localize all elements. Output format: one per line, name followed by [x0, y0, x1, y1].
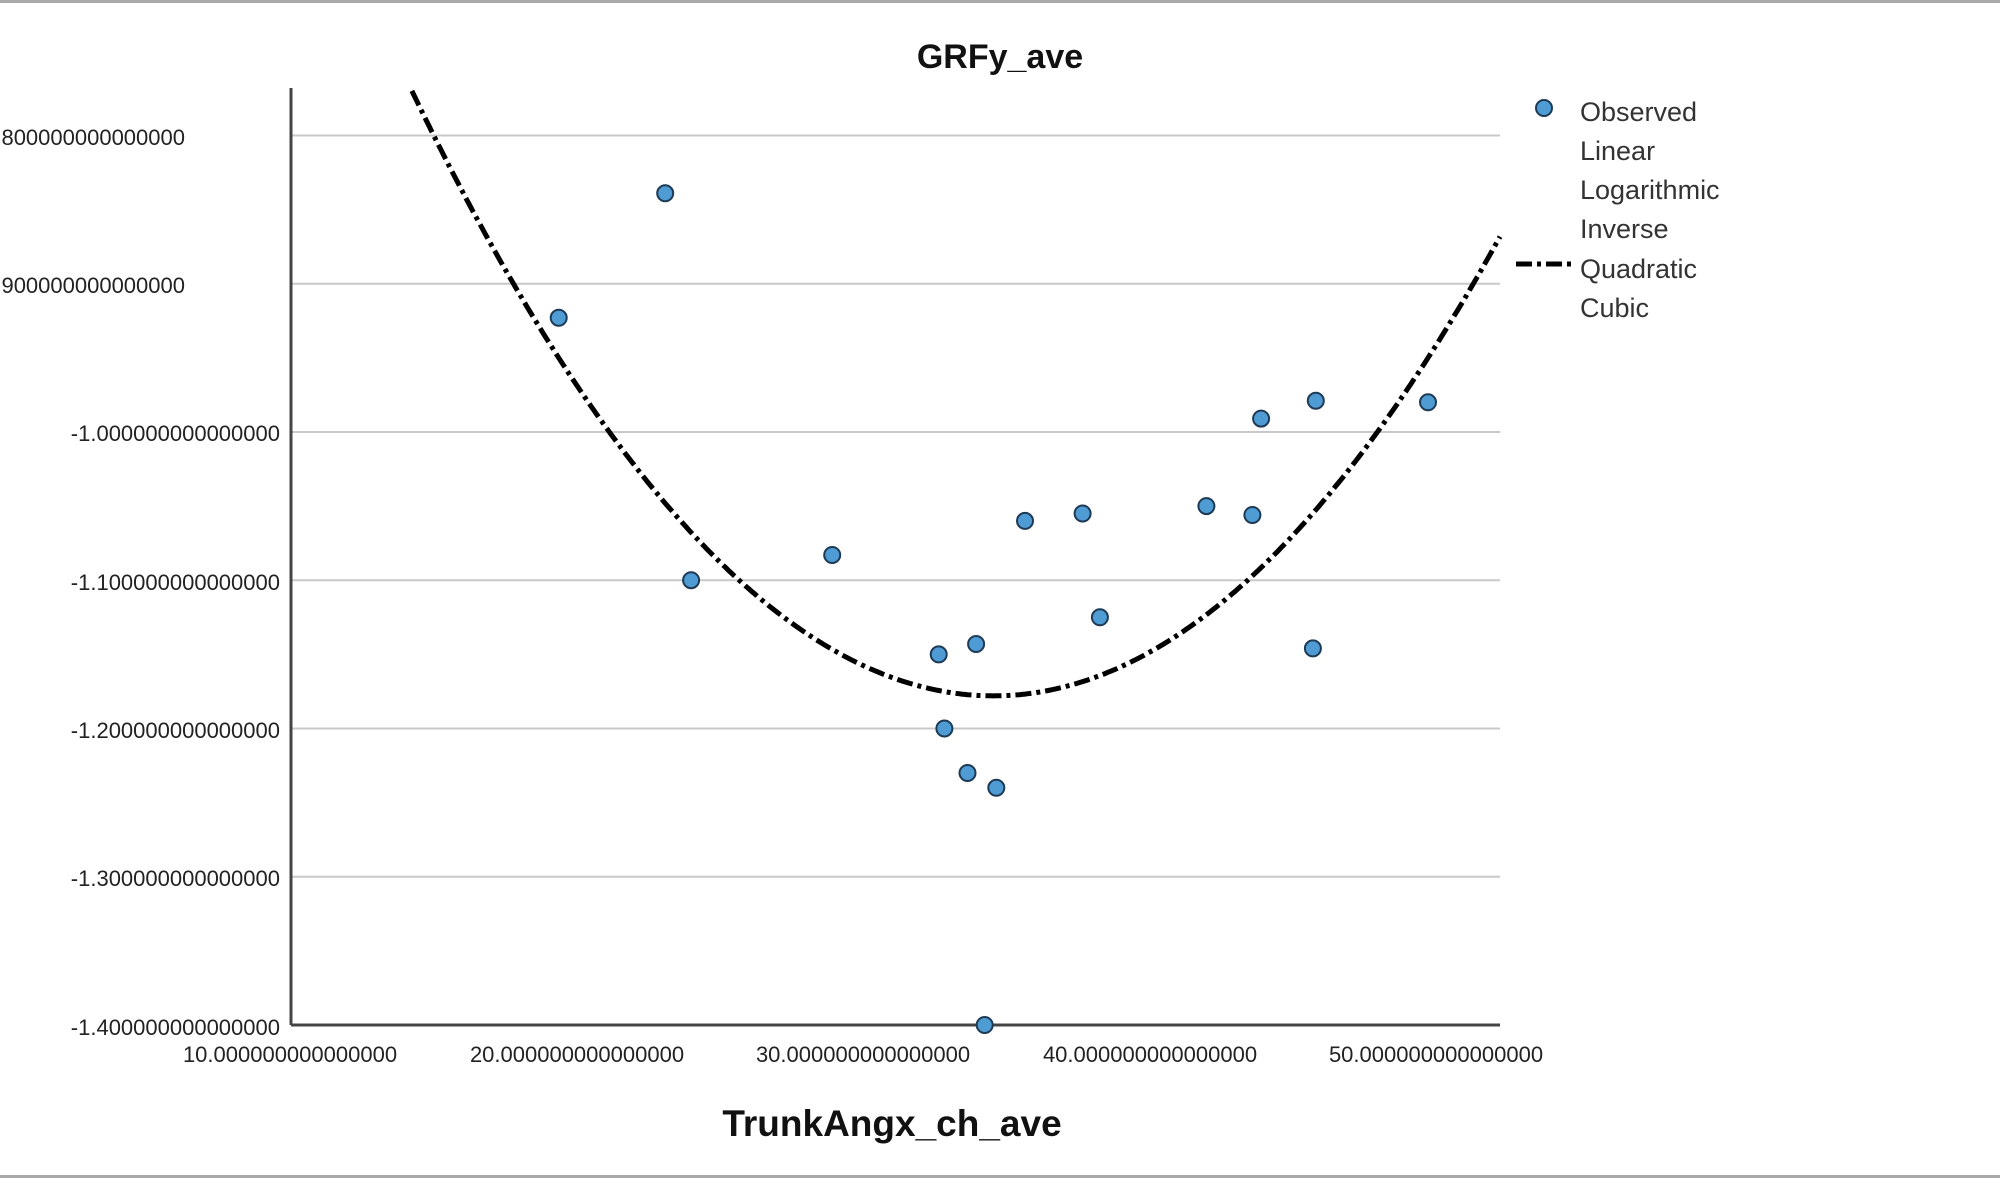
legend-label-observed: Observed	[1580, 97, 1697, 127]
legend-label-inverse: Inverse	[1580, 214, 1669, 244]
observed-point-9	[975, 1016, 994, 1034]
x-tick-label-1: 10.000000000000000	[183, 1042, 397, 1067]
observed-point-17	[1303, 639, 1322, 658]
observed-point-16	[1252, 409, 1271, 428]
y-tick-label-4: -1.100000000000000	[71, 570, 280, 595]
observed-point-11	[1016, 511, 1034, 530]
legend-label-logarithmic: Logarithmic	[1580, 175, 1720, 205]
observed-point-5	[929, 645, 948, 664]
x-tick-label-3: 30.000000000000000	[756, 1042, 970, 1067]
observed-point-13	[1090, 608, 1109, 627]
legend-marker-observed	[1535, 99, 1553, 117]
y-tick-label-7: -1.400000000000000	[71, 1015, 280, 1040]
observed-point-4	[823, 546, 842, 564]
y-tick-label-1: .800000000000000	[0, 125, 185, 150]
legend-label-quadratic: Quadratic	[1580, 254, 1697, 284]
observed-point-2	[656, 184, 675, 203]
observed-point-12	[1073, 504, 1092, 523]
observed-point-19	[1419, 393, 1437, 412]
y-tick-label-6: -1.300000000000000	[71, 866, 280, 891]
x-tick-label-4: 40.000000000000000	[1043, 1042, 1257, 1067]
observed-point-8	[967, 635, 986, 653]
observed-point-3	[682, 571, 701, 590]
observed-point-7	[958, 764, 977, 782]
observed-point-18	[1306, 391, 1325, 410]
x-tick-label-5: 50.000000000000000	[1329, 1042, 1543, 1067]
observed-point-15	[1243, 506, 1262, 524]
observed-point-6	[935, 719, 954, 738]
y-tick-label-5: -1.200000000000000	[71, 718, 280, 743]
observed-point-14	[1197, 497, 1216, 516]
observed-point-10	[987, 778, 1006, 797]
chart-title: GRFy_ave	[917, 38, 1083, 76]
legend-label-cubic: Cubic	[1580, 293, 1649, 323]
x-tick-label-2: 20.000000000000000	[470, 1042, 684, 1067]
y-tick-label-3: -1.000000000000000	[71, 421, 280, 446]
observed-point-1	[549, 308, 568, 327]
x-axis-label: TrunkAngx_ch_ave	[722, 1103, 1061, 1144]
quadratic-fit-curve	[409, 89, 1503, 699]
legend-label-linear: Linear	[1580, 136, 1655, 166]
y-tick-label-2: .900000000000000	[0, 273, 185, 298]
